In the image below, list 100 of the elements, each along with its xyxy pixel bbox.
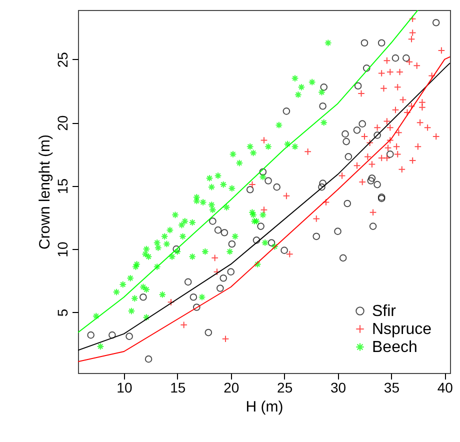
point <box>380 84 388 92</box>
point <box>353 162 361 170</box>
point <box>392 106 400 114</box>
point <box>252 236 260 244</box>
point <box>399 96 407 104</box>
point <box>386 150 394 158</box>
point <box>374 124 381 132</box>
point <box>344 153 352 160</box>
point <box>408 29 416 36</box>
point <box>87 331 94 339</box>
point <box>384 144 392 152</box>
point <box>184 278 192 286</box>
point <box>273 183 280 191</box>
point <box>360 39 368 47</box>
point <box>318 183 326 191</box>
point <box>282 192 290 200</box>
point <box>392 54 400 62</box>
point <box>386 68 394 76</box>
point <box>190 293 198 301</box>
point <box>368 160 376 168</box>
point <box>334 228 342 235</box>
point <box>432 132 440 140</box>
point <box>438 46 446 54</box>
point <box>418 98 426 106</box>
y-tick-label: 20 <box>54 115 70 131</box>
point <box>353 126 361 134</box>
point <box>378 154 386 162</box>
point <box>396 68 404 76</box>
point <box>383 118 391 125</box>
point <box>386 136 394 144</box>
point <box>374 180 381 188</box>
point <box>304 148 312 156</box>
x-tick-label: 15 <box>170 380 186 396</box>
point <box>108 331 116 339</box>
x-tick-label: 20 <box>224 380 240 396</box>
y-tick-label: 25 <box>54 52 70 68</box>
point <box>383 56 391 64</box>
point <box>140 293 147 301</box>
point <box>378 39 386 47</box>
point <box>416 118 424 126</box>
x-tick-label: 10 <box>116 380 132 396</box>
point <box>394 150 402 158</box>
point <box>282 108 290 115</box>
point <box>339 254 347 262</box>
point <box>358 178 366 186</box>
point <box>260 206 268 214</box>
point <box>216 284 224 292</box>
point <box>228 240 236 248</box>
point <box>414 142 422 150</box>
point <box>144 355 152 363</box>
point <box>319 102 326 110</box>
point <box>264 177 272 184</box>
point <box>418 104 426 112</box>
point <box>368 174 376 182</box>
point <box>428 72 436 80</box>
legend-label: Nspruce <box>372 321 432 338</box>
point <box>211 254 218 262</box>
point <box>180 321 188 329</box>
point <box>338 172 346 180</box>
point <box>367 177 375 184</box>
point <box>364 153 372 160</box>
point <box>220 274 228 282</box>
x-tick-label: 35 <box>384 380 400 396</box>
point <box>172 245 180 253</box>
point <box>424 124 432 132</box>
point <box>213 268 221 276</box>
point <box>383 154 391 162</box>
legend-label: Beech <box>372 339 418 356</box>
point <box>394 83 402 91</box>
point <box>344 200 352 208</box>
y-tick-label: 5 <box>54 308 70 317</box>
point <box>408 102 416 110</box>
x-tick-label: 25 <box>277 380 293 396</box>
point <box>342 138 350 146</box>
point <box>369 208 377 216</box>
point <box>404 108 411 116</box>
point <box>408 35 416 43</box>
point <box>204 328 212 336</box>
point <box>257 222 264 230</box>
point <box>319 180 326 187</box>
point <box>362 64 370 72</box>
point <box>408 156 416 164</box>
point <box>402 54 410 62</box>
point <box>354 82 362 90</box>
x-axis-title: H (m) <box>246 398 284 416</box>
legend-label: Sfir <box>372 303 397 320</box>
point <box>312 232 320 240</box>
point <box>126 332 133 340</box>
point <box>280 246 288 254</box>
point <box>398 166 406 174</box>
point <box>366 139 374 146</box>
point <box>322 198 330 206</box>
point <box>378 70 386 77</box>
point <box>392 142 400 150</box>
point <box>209 218 216 225</box>
point <box>260 136 268 144</box>
y-axis-title: Crown lenght (m) <box>36 134 54 250</box>
point <box>312 215 320 222</box>
point <box>413 62 421 70</box>
point <box>192 304 200 311</box>
